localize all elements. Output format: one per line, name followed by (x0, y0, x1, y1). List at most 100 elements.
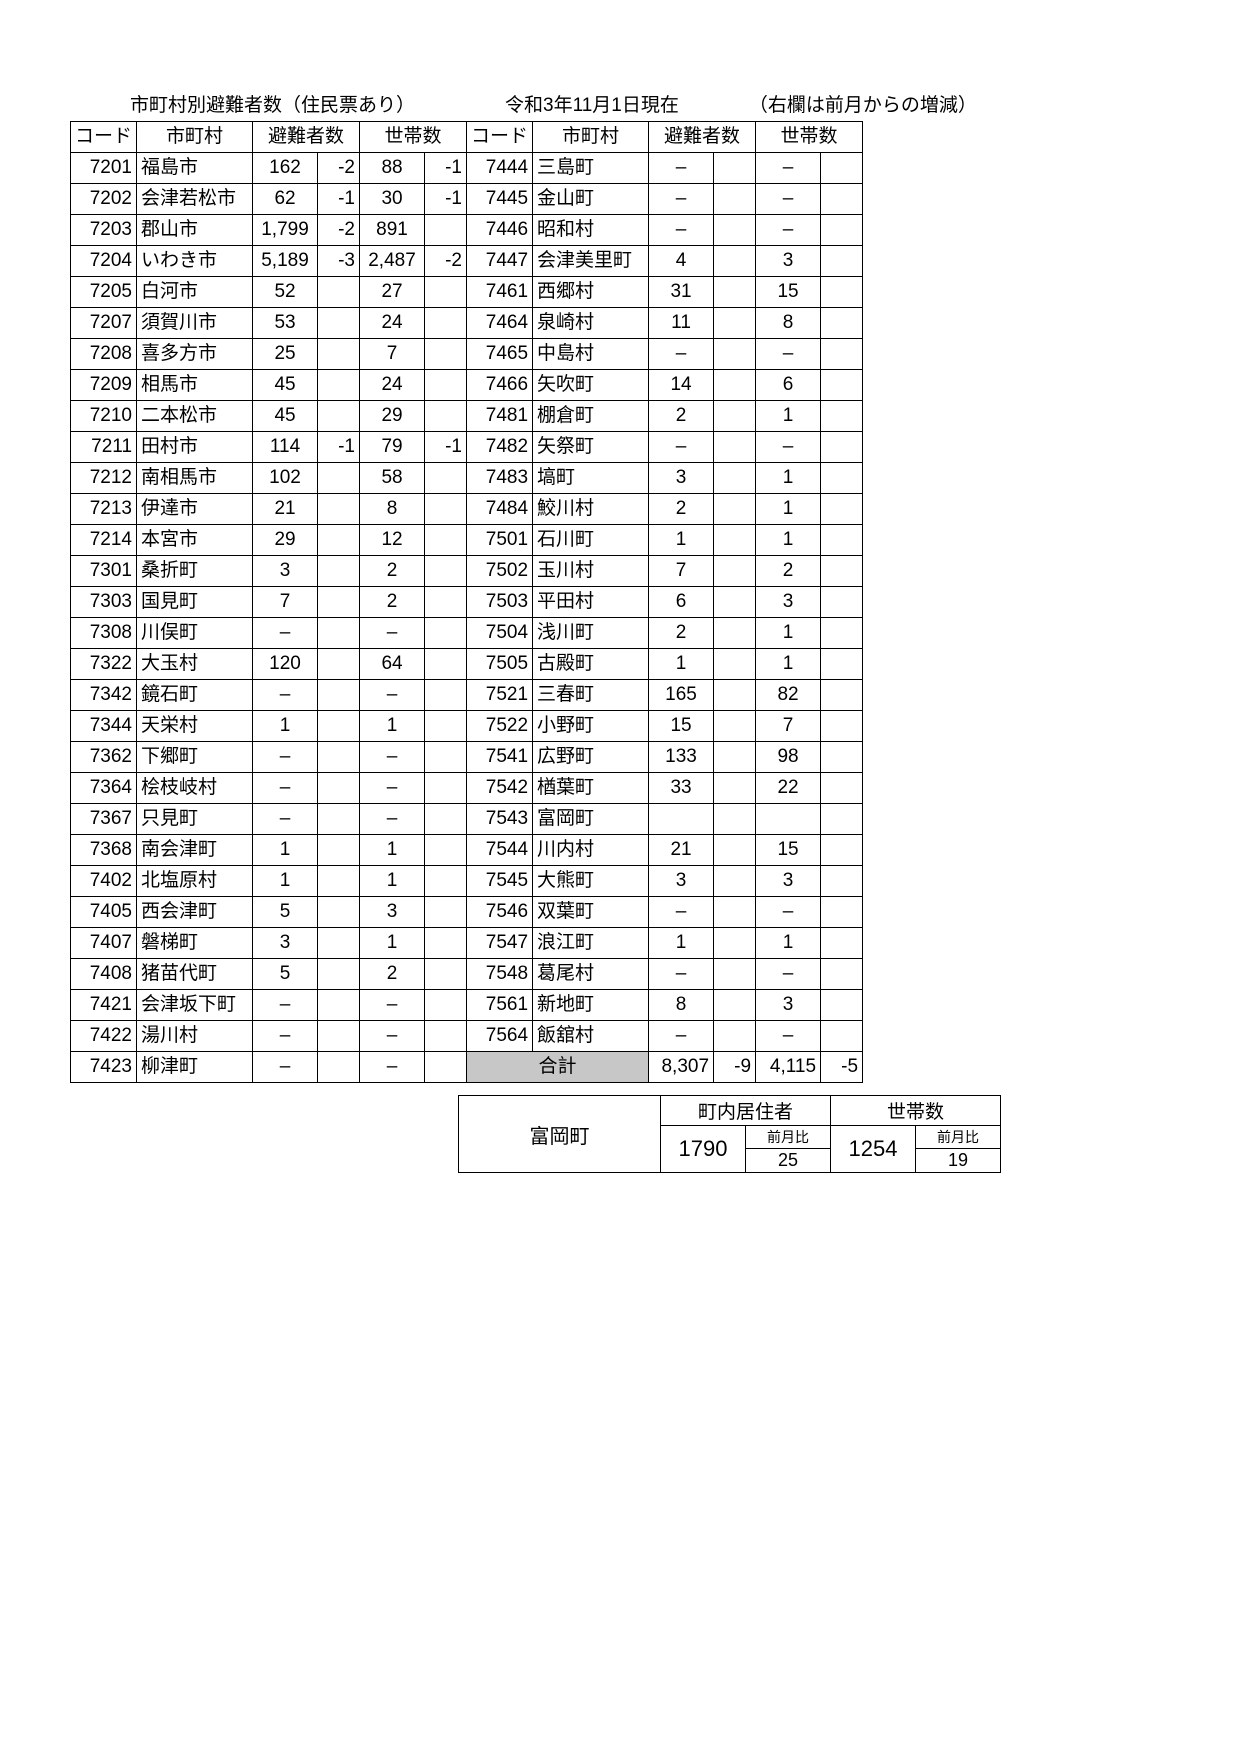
cell: – (253, 1021, 318, 1052)
cell: 7322 (71, 649, 137, 680)
cell: – (756, 153, 821, 184)
cell: – (649, 184, 714, 215)
cell: 30 (360, 184, 425, 215)
cell: 7 (649, 556, 714, 587)
cell: 7201 (71, 153, 137, 184)
cell: – (253, 742, 318, 773)
cell (821, 742, 863, 773)
sub-residents-delta: 25 (746, 1149, 831, 1173)
table-row: 7209相馬市45247466矢吹町146 (71, 370, 863, 401)
cell: – (360, 680, 425, 711)
cell: 南会津町 (137, 835, 253, 866)
cell (318, 308, 360, 339)
cell (714, 401, 756, 432)
cell: 7362 (71, 742, 137, 773)
cell (714, 680, 756, 711)
cell (821, 184, 863, 215)
cell (821, 680, 863, 711)
cell (821, 432, 863, 463)
cell: 浅川町 (533, 618, 649, 649)
cell: 82 (756, 680, 821, 711)
cell: 2 (360, 587, 425, 618)
sub-residents: 1790 (661, 1126, 746, 1173)
cell: 浪江町 (533, 928, 649, 959)
cell: 7503 (467, 587, 533, 618)
cell: 21 (253, 494, 318, 525)
cell: 5,189 (253, 246, 318, 277)
cell: 喜多方市 (137, 339, 253, 370)
cell: 31 (649, 277, 714, 308)
cell: 7342 (71, 680, 137, 711)
cell (425, 525, 467, 556)
col-hh-right: 世帯数 (756, 122, 863, 153)
table-row: 7364桧枝岐村––7542楢葉町3322 (71, 773, 863, 804)
cell (714, 866, 756, 897)
cell (425, 587, 467, 618)
cell: -2 (318, 153, 360, 184)
cell: 22 (756, 773, 821, 804)
cell (756, 804, 821, 835)
cell (425, 463, 467, 494)
sub-hh: 1254 (831, 1126, 916, 1173)
cell (821, 804, 863, 835)
cell (714, 525, 756, 556)
table-row: 7422湯川村––7564飯舘村–– (71, 1021, 863, 1052)
sub-residents-label: 町内居住者 (661, 1096, 831, 1126)
cell (714, 835, 756, 866)
cell: 桑折町 (137, 556, 253, 587)
col-evac-left: 避難者数 (253, 122, 360, 153)
cell (821, 866, 863, 897)
cell: 7408 (71, 959, 137, 990)
cell (714, 804, 756, 835)
cell: – (649, 215, 714, 246)
cell (821, 990, 863, 1021)
cell: 7402 (71, 866, 137, 897)
cell: -1 (425, 432, 467, 463)
cell: 下郷町 (137, 742, 253, 773)
cell (425, 897, 467, 928)
table-row: 7344天栄村117522小野町157 (71, 711, 863, 742)
cell: 福島市 (137, 153, 253, 184)
cell: 6 (649, 587, 714, 618)
cell: – (649, 339, 714, 370)
cell: 120 (253, 649, 318, 680)
cell: 泉崎村 (533, 308, 649, 339)
cell: 3 (756, 246, 821, 277)
table-row: 7207須賀川市53247464泉崎村118 (71, 308, 863, 339)
col-evac-right: 避難者数 (649, 122, 756, 153)
cell: 165 (649, 680, 714, 711)
col-name-left: 市町村 (137, 122, 253, 153)
cell: 7 (253, 587, 318, 618)
cell: 塙町 (533, 463, 649, 494)
table-row: 7213伊達市2187484鮫川村21 (71, 494, 863, 525)
cell: 2,487 (360, 246, 425, 277)
cell: 7482 (467, 432, 533, 463)
cell: 7214 (71, 525, 137, 556)
cell: 1 (649, 649, 714, 680)
table-row: 7201福島市162-288-17444三島町–– (71, 153, 863, 184)
cell: 7207 (71, 308, 137, 339)
cell: 7209 (71, 370, 137, 401)
cell: 西郷村 (533, 277, 649, 308)
cell: 小野町 (533, 711, 649, 742)
title: 市町村別避難者数（住民票あり） (130, 90, 415, 117)
cell (714, 773, 756, 804)
cell: 1 (360, 928, 425, 959)
cell: 2 (360, 556, 425, 587)
table-row: 7342鏡石町––7521三春町16582 (71, 680, 863, 711)
cell: 1 (756, 463, 821, 494)
cell: 相馬市 (137, 370, 253, 401)
cell (318, 494, 360, 525)
cell: 2 (756, 556, 821, 587)
cell (318, 370, 360, 401)
cell: 7407 (71, 928, 137, 959)
cell: 7202 (71, 184, 137, 215)
table-row: 7362下郷町––7541広野町13398 (71, 742, 863, 773)
page-header: 市町村別避難者数（住民票あり） 令和3年11月1日現在 （右欄は前月からの増減） (70, 90, 1170, 117)
cell (318, 1052, 360, 1083)
cell: 15 (756, 277, 821, 308)
cell: 3 (253, 928, 318, 959)
cell: 須賀川市 (137, 308, 253, 339)
cell (714, 1021, 756, 1052)
cell: 11 (649, 308, 714, 339)
